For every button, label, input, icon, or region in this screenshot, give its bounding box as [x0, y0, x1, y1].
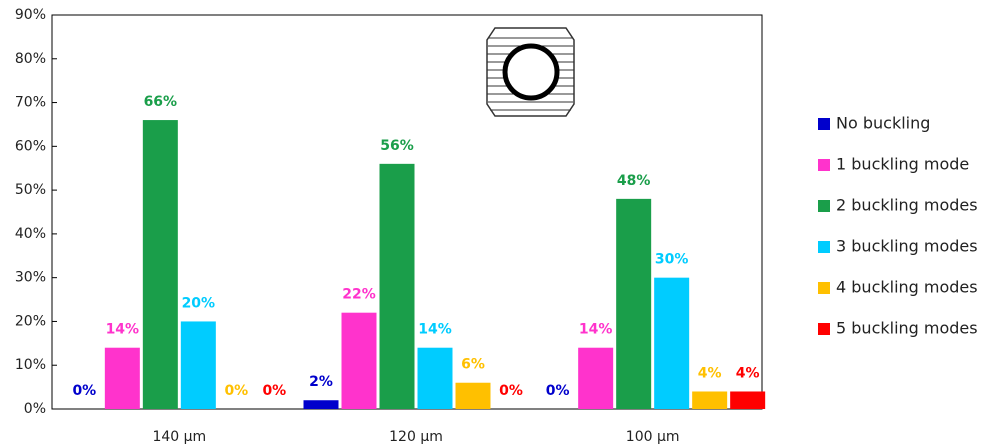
bar: [104, 347, 140, 409]
value-label: 2%: [309, 374, 333, 390]
bar: [180, 321, 216, 409]
legend-swatch: [818, 200, 830, 212]
legend-label: 1 buckling mode: [836, 155, 969, 174]
y-tick-label: 40%: [15, 226, 46, 242]
legend-swatch: [818, 159, 830, 171]
legend-label: No buckling: [836, 114, 930, 133]
legend-label: 4 buckling modes: [836, 278, 978, 297]
value-label: 4%: [698, 365, 722, 381]
y-tick-label: 10%: [15, 357, 46, 373]
value-label: 30%: [655, 252, 689, 268]
value-label: 20%: [182, 295, 216, 311]
bar: [379, 163, 415, 409]
bar: [616, 198, 652, 409]
bar: [692, 391, 728, 409]
legend-swatch: [818, 282, 830, 294]
bar: [578, 347, 614, 409]
x-tick-label: 120 µm: [389, 429, 443, 445]
bar: [303, 400, 339, 409]
value-label: 22%: [342, 287, 376, 303]
x-tick-label: 100 µm: [626, 429, 680, 445]
y-tick-label: 70%: [15, 95, 46, 111]
legend-swatch: [818, 241, 830, 253]
bar: [654, 277, 690, 409]
y-tick-label: 50%: [15, 182, 46, 198]
bar: [417, 347, 453, 409]
value-label: 0%: [546, 383, 570, 399]
value-label: 6%: [461, 357, 485, 373]
value-label: 0%: [262, 383, 286, 399]
value-label: 56%: [380, 138, 414, 154]
x-tick-label: 140 µm: [152, 429, 206, 445]
y-tick-label: 80%: [15, 51, 46, 67]
legend-label: 2 buckling modes: [836, 196, 978, 215]
value-label: 0%: [224, 383, 248, 399]
y-tick-label: 60%: [15, 138, 46, 154]
value-label: 14%: [579, 322, 613, 338]
legend-label: 5 buckling modes: [836, 319, 978, 338]
value-label: 14%: [106, 322, 140, 338]
value-label: 4%: [736, 365, 760, 381]
bar: [142, 120, 178, 410]
value-label: 66%: [144, 94, 178, 110]
value-label: 14%: [418, 322, 452, 338]
y-tick-label: 20%: [15, 313, 46, 329]
legend-swatch: [818, 323, 830, 335]
value-label: 0%: [72, 383, 96, 399]
y-tick-label: 30%: [15, 270, 46, 286]
bar: [341, 312, 377, 409]
legend-swatch: [818, 118, 830, 130]
y-tick-label: 0%: [24, 401, 46, 417]
value-label: 48%: [617, 173, 651, 189]
y-tick-label: 90%: [15, 7, 46, 23]
value-label: 0%: [499, 383, 523, 399]
bar: [730, 391, 766, 409]
legend-label: 3 buckling modes: [836, 237, 978, 256]
bar: [455, 382, 491, 409]
inset-icon: [486, 27, 575, 117]
